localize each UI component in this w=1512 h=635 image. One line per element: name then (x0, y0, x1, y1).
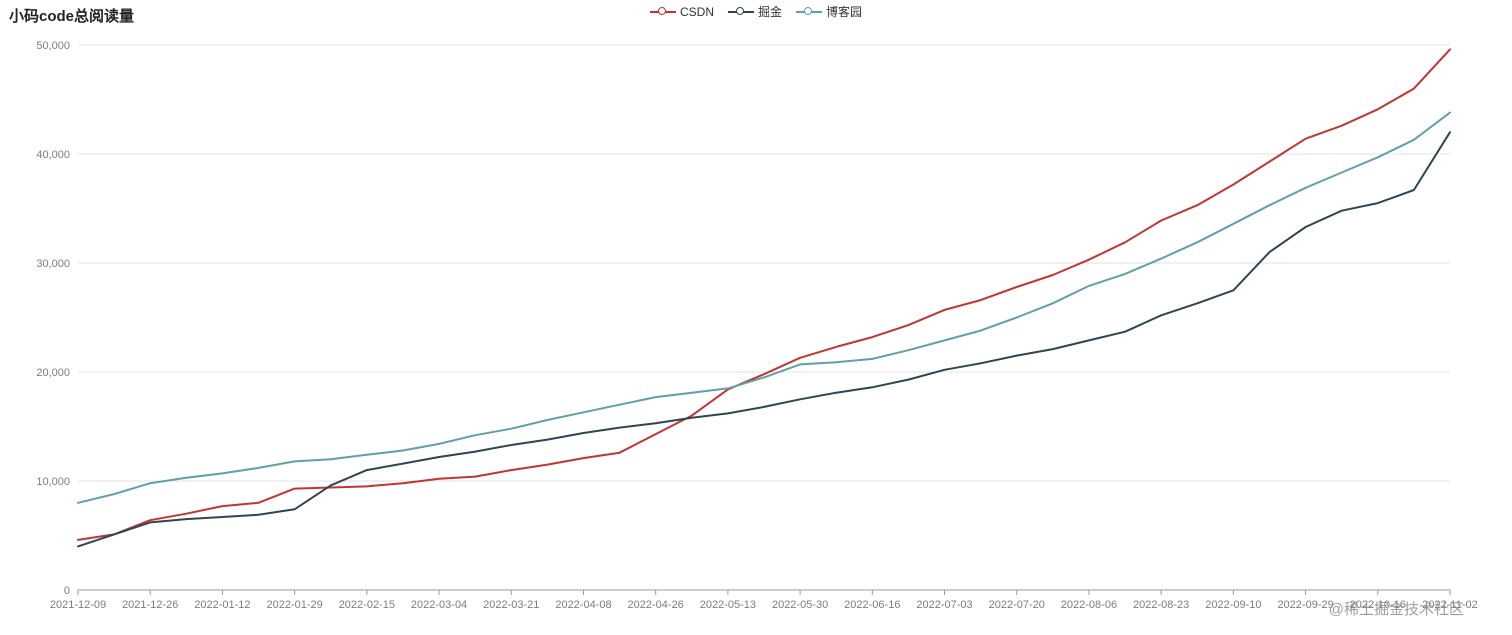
y-axis-label: 20,000 (36, 367, 70, 379)
x-axis-label: 2022-02-15 (339, 599, 395, 611)
line-circle-icon (727, 6, 754, 18)
chart-title: 小码code总阅读量 (9, 8, 135, 25)
y-axis-label: 0 (64, 585, 70, 597)
series-line-CSDN (77, 48, 1451, 541)
x-axis-label: 2021-12-09 (50, 599, 106, 611)
y-axis-label: 40,000 (36, 149, 70, 161)
y-axis-label: 10,000 (36, 476, 70, 488)
line-circle-icon (796, 6, 823, 18)
x-axis-label: 2022-07-03 (916, 599, 972, 611)
legend-label: CSDN (679, 4, 714, 19)
x-axis-label: 2022-09-10 (1205, 599, 1261, 611)
legend-label: 博客园 (826, 5, 863, 19)
x-axis-label: 2022-04-26 (628, 599, 684, 611)
line-circle-icon (649, 6, 676, 18)
x-axis-label: 2022-06-16 (844, 599, 900, 611)
legend-item-掘金[interactable]: 掘金 (727, 3, 783, 20)
x-axis-label: 2022-04-08 (555, 599, 611, 611)
x-axis-label: 2021-12-26 (122, 599, 178, 611)
legend-label: 掘金 (757, 5, 783, 19)
series-line-博客园 (77, 111, 1451, 504)
y-axis-label: 30,000 (36, 258, 70, 270)
x-axis-label: 2022-08-23 (1133, 599, 1189, 611)
x-axis-label: 2022-05-13 (700, 599, 756, 611)
x-axis-label: 2022-03-04 (411, 599, 467, 611)
x-axis-label: 2022-09-29 (1277, 599, 1333, 611)
x-axis-label: 2022-10-16 (1350, 599, 1406, 611)
x-axis-label: 2022-03-21 (483, 599, 539, 611)
x-axis-label: 2022-05-30 (772, 599, 828, 611)
series-line-掘金 (77, 131, 1451, 548)
x-axis-label: 2022-07-20 (989, 599, 1045, 611)
x-axis-label: 2022-08-06 (1061, 599, 1117, 611)
y-axis-label: 50,000 (36, 40, 70, 52)
legend: CSDN 掘金 博客园 (649, 3, 862, 20)
legend-item-博客园[interactable]: 博客园 (796, 3, 862, 20)
x-axis-label: 2022-01-29 (266, 599, 322, 611)
x-axis-label: 2022-01-12 (194, 599, 250, 611)
x-axis-label: 2022-11-02 (1422, 599, 1477, 611)
legend-item-CSDN[interactable]: CSDN (649, 4, 714, 19)
